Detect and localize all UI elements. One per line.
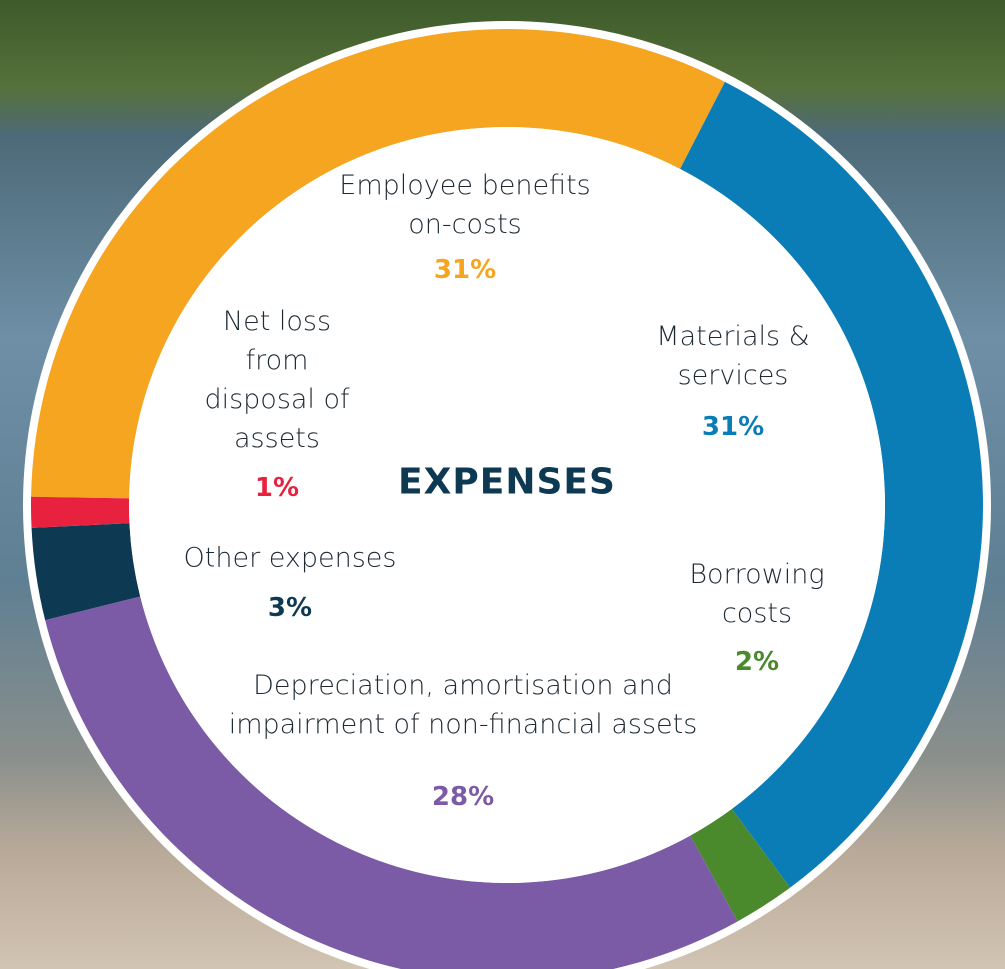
segment-label: Materials & services [643, 317, 823, 395]
segment-label: Borrowing costs [672, 555, 842, 633]
value-label: 1% [255, 473, 299, 503]
value-label: 28% [432, 782, 494, 812]
value-label: 2% [735, 647, 779, 677]
chart-title: EXPENSES [398, 462, 616, 503]
page: EXPENSES (() => { const data = JSON.pars… [0, 0, 1005, 969]
segment-label: Other expenses [155, 539, 425, 578]
donut-segment [31, 497, 129, 528]
value-label: 31% [702, 412, 764, 442]
segment-label: Net loss from disposal of assets [202, 302, 352, 458]
value-label: 3% [268, 593, 312, 623]
value-label: 31% [434, 255, 496, 285]
segment-label: Employee benefits on-costs [315, 166, 615, 244]
segment-label: Depreciation, amortisation and impairmen… [223, 666, 703, 744]
